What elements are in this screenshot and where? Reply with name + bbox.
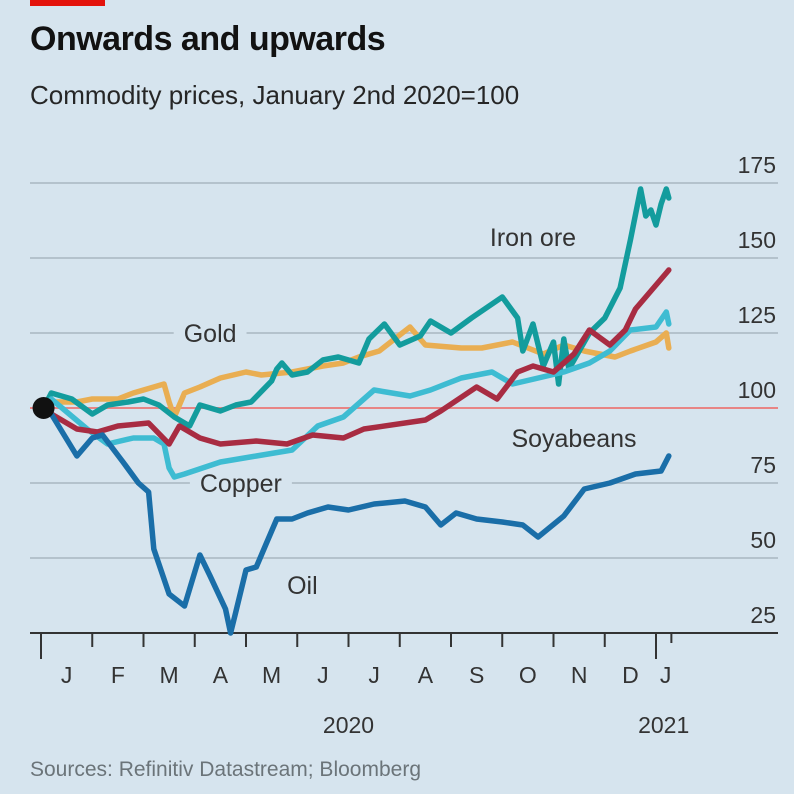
x-tick-label: F	[111, 662, 125, 688]
label-knockout	[479, 224, 587, 252]
x-tick-label: M	[160, 662, 179, 688]
label-knockout	[173, 320, 247, 348]
series-line-oil	[40, 405, 672, 636]
x-tick-label: J	[660, 662, 672, 688]
series-label-group: Iron ore	[479, 224, 587, 252]
series-label-iron-ore: Iron ore	[490, 224, 576, 252]
y-tick-label: 75	[750, 452, 776, 478]
series-label-oil: Oil	[287, 572, 318, 600]
source-note: Sources: Refinitiv Datastream; Bloomberg	[30, 758, 421, 781]
x-tick-label: D	[622, 662, 639, 688]
x-tick-label: O	[519, 662, 537, 688]
label-knockout	[277, 572, 328, 600]
label-knockout	[189, 470, 292, 498]
series-label-gold: Gold	[184, 320, 237, 348]
start-marker-dot	[32, 397, 55, 419]
x-tick-label: A	[213, 662, 229, 688]
series-label-group: Oil	[277, 572, 328, 600]
series-label-group: Copper	[189, 470, 292, 498]
x-tick-label: J	[368, 662, 380, 688]
series-label-group: Gold	[173, 320, 247, 348]
series-line-iron-ore	[40, 186, 672, 429]
x-tick-label: J	[61, 662, 73, 688]
x-tick-label: A	[418, 662, 434, 688]
year-label: 2021	[638, 712, 689, 738]
x-tick-label: M	[262, 662, 281, 688]
y-tick-label: 125	[738, 302, 776, 328]
y-tick-label: 50	[750, 527, 776, 553]
brand-red-bar	[30, 0, 105, 6]
x-tick-label: N	[571, 662, 588, 688]
y-tick-label: 175	[738, 152, 776, 178]
y-tick-label: 100	[738, 377, 776, 403]
series-label-soyabeans: Soyabeans	[511, 425, 636, 453]
chart-title: Onwards and upwards	[30, 20, 386, 58]
label-knockout	[501, 425, 647, 453]
chart-subtitle: Commodity prices, January 2nd 2020=100	[30, 80, 520, 110]
y-tick-label: 150	[738, 227, 776, 253]
series-line-copper	[40, 309, 672, 480]
y-tick-label: 25	[750, 602, 776, 628]
series-label-group: Soyabeans	[501, 425, 647, 453]
series-line-soyabeans	[40, 267, 672, 447]
x-tick-label: S	[469, 662, 484, 688]
x-tick-label: J	[317, 662, 329, 688]
series-label-copper: Copper	[200, 470, 282, 498]
year-label: 2020	[323, 712, 374, 738]
